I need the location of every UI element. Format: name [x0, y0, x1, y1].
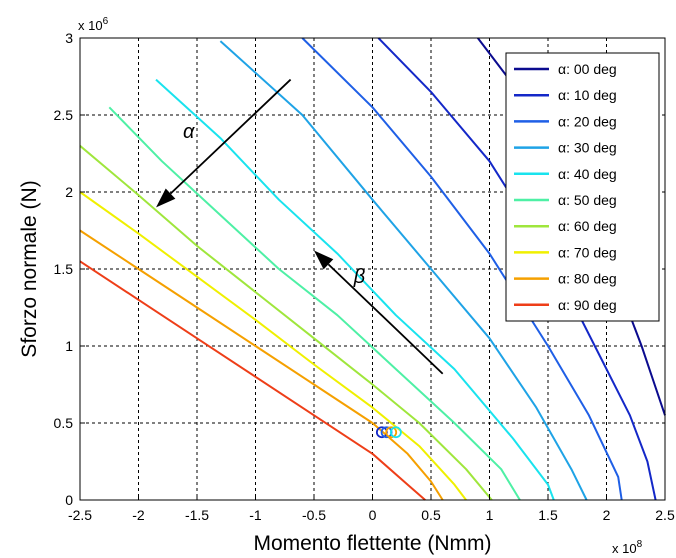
x-axis-label: Momento flettente (Nmm): [253, 532, 491, 555]
series-line: [219, 40, 588, 501]
annotation-arrow-head: [156, 188, 176, 208]
x-tick-label: -0.5: [302, 507, 326, 523]
annotation-arrow-shaft: [327, 263, 444, 375]
series-lines: [79, 37, 666, 501]
legend-entry-label: α: 30 deg: [558, 140, 617, 156]
x-tick-label: 2.5: [655, 507, 675, 523]
annotations: αβ: [156, 78, 444, 375]
x-tick-label: 0: [369, 507, 377, 523]
legend-box: [505, 52, 660, 322]
legend-entry-label: α: 40 deg: [558, 166, 617, 182]
annotation-label: α: [183, 121, 195, 143]
y-tick-label: 0.5: [54, 415, 74, 431]
legend-entry-label: α: 60 deg: [558, 218, 617, 234]
y-tick-label: 1.5: [54, 261, 74, 277]
legend-entry-label: α: 50 deg: [558, 192, 617, 208]
x-tick-label: 2: [603, 507, 611, 523]
legend-entry-label: α: 80 deg: [558, 271, 617, 287]
y-tick-label: 2: [65, 184, 73, 200]
legend-entry-label: α: 90 deg: [558, 297, 617, 313]
x-tick-label: -2: [132, 507, 145, 523]
annotation-arrow-shaft: [169, 78, 292, 195]
x-exponent-label: x 108: [612, 539, 643, 556]
x-tick-label: 1.5: [538, 507, 558, 523]
legend-entry-label: α: 70 deg: [558, 244, 617, 260]
data-markers: [375, 426, 402, 439]
series-line: [108, 106, 521, 501]
legend: α: 00 deg α: 10 deg α: 20 deg α: 30 deg α: 4…: [505, 52, 660, 322]
axis-ticks: -2.5 -2 -1.5 -1 -0.5 0 0.5 1 1.5 2 2.5 0 0.5 1 1.5 2 2.5…: [54, 30, 675, 523]
x-tick-label: -1.5: [185, 507, 209, 523]
y-tick-label: 3: [65, 30, 73, 46]
x-tick-label: 1: [486, 507, 494, 523]
annotation-arrow-head: [314, 250, 334, 270]
x-tick-label: 0.5: [421, 507, 441, 523]
x-tick-label: -2.5: [68, 507, 92, 523]
legend-entry-label: α: 10 deg: [558, 87, 617, 103]
series-line: [79, 145, 493, 501]
annotation-label: β: [353, 266, 365, 288]
y-exponent-label: x 106: [78, 16, 109, 33]
series-line: [79, 191, 467, 501]
y-tick-label: 2.5: [54, 107, 74, 123]
y-axis-label: Sforzo normale (N): [18, 180, 41, 357]
series-line: [79, 260, 426, 501]
legend-entry-label: α: 20 deg: [558, 113, 617, 129]
data-marker: [389, 426, 402, 439]
y-tick-label: 1: [65, 338, 73, 354]
data-marker: [385, 426, 398, 439]
legend-entry-label: α: 00 deg: [558, 61, 617, 77]
series-line: [155, 78, 555, 501]
x-tick-label: -1: [249, 507, 262, 523]
series-line: [79, 229, 444, 501]
y-tick-label: 0: [65, 492, 73, 508]
